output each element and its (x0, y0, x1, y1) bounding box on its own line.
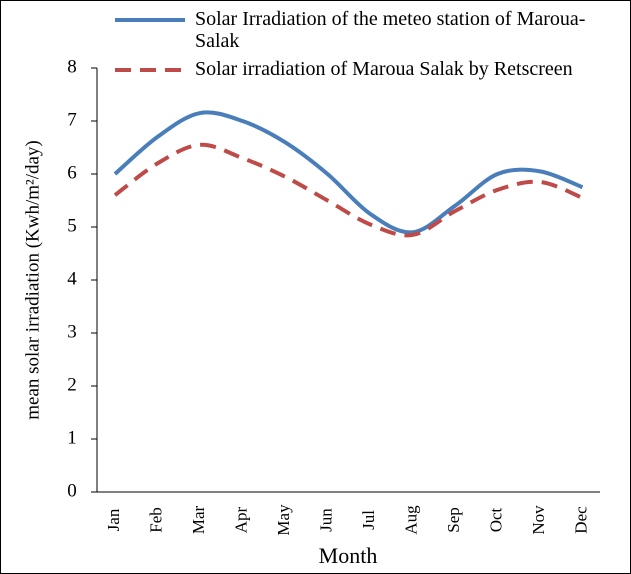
y-tick-label: 2 (67, 374, 77, 395)
series-line (113, 110, 584, 235)
y-tick-label: 1 (67, 427, 77, 448)
y-axis-label: mean solar irradiation (Kwh/m²/day) (22, 140, 43, 420)
x-tick-label: Jul (359, 510, 378, 530)
x-axis-label: Month (319, 543, 378, 568)
y-tick-label: 3 (67, 321, 77, 342)
x-tick-label: Jun (316, 508, 335, 532)
x-tick-label: Sep (444, 507, 463, 533)
x-tick-label: Aug (401, 505, 420, 535)
y-tick-label: 5 (67, 215, 77, 236)
y-tick-label: 8 (67, 56, 77, 77)
y-tick-label: 6 (67, 162, 77, 183)
x-tick-label: May (274, 504, 293, 536)
x-tick-label: Dec (571, 506, 590, 534)
legend-label: Solar Irradiation of the meteo station o… (195, 8, 586, 52)
x-tick-label: Mar (189, 506, 208, 535)
y-tick-label: 7 (67, 109, 77, 130)
y-tick-label: 0 (67, 480, 77, 501)
legend-label: Solar irradiation of Maroua Salak by Ret… (195, 58, 573, 80)
x-tick-label: Jan (104, 508, 123, 531)
x-tick-label: Apr (231, 506, 250, 533)
series-line (113, 142, 584, 238)
x-tick-label: Oct (486, 507, 505, 532)
x-tick-label: Nov (529, 505, 548, 535)
y-tick-label: 4 (67, 268, 77, 289)
x-tick-label: Feb (146, 507, 165, 533)
